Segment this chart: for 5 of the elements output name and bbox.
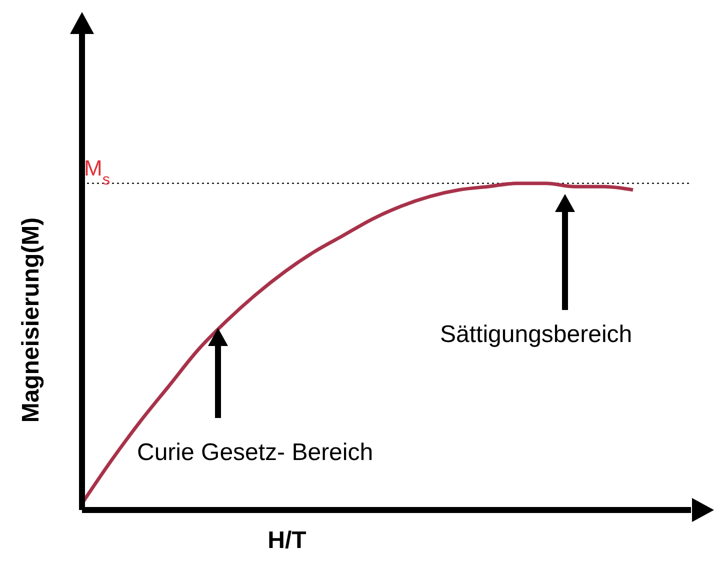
annotation: Sättigungsbereich [440, 321, 632, 349]
annotation: Curie Gesetz- Bereich [137, 439, 374, 467]
y-axis-title: Magneisierung(M) [18, 217, 44, 423]
x-axis-title: H/T [268, 527, 307, 554]
ref-line-label: M$_{s}$ [84, 155, 110, 188]
